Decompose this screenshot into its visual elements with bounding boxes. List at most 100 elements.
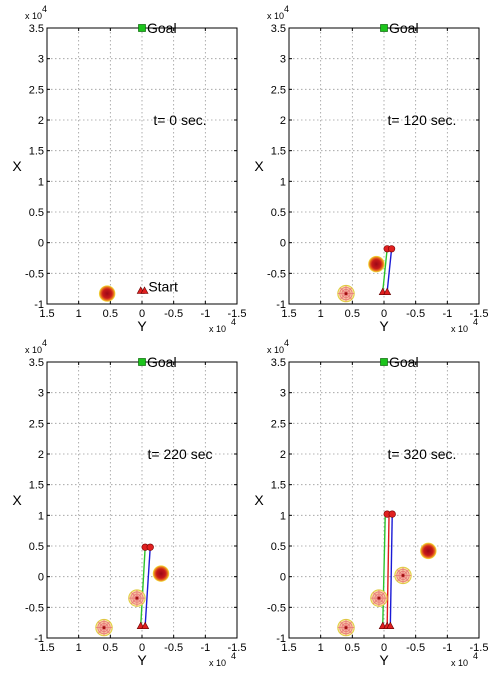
x-axis-label: Y (137, 652, 147, 668)
y-axis-label: X (254, 158, 264, 174)
y-tick-label: 1.5 (271, 480, 286, 492)
y-tick-label: 3.5 (271, 23, 286, 35)
x-tick-label: -0.5 (406, 308, 425, 320)
robot-path (386, 514, 390, 626)
robot-marker (388, 510, 396, 518)
robot-path (389, 514, 393, 626)
time-label: t= 320 sec. (388, 446, 457, 462)
sensor-center (401, 573, 405, 577)
robot-path (144, 547, 151, 626)
x-exponent: 4 (473, 317, 478, 327)
x-tick-label: 1.5 (281, 642, 296, 654)
y-tick-label: 0 (38, 238, 44, 250)
y-exponent: 4 (42, 338, 47, 348)
x-tick-label: -1 (200, 308, 210, 320)
x-tick-label: -0.5 (164, 642, 183, 654)
y-tick-label: 2.5 (271, 84, 286, 96)
start-marker (383, 287, 392, 296)
goal-label: Goal (147, 354, 177, 370)
y-tick-label: 2.5 (29, 84, 44, 96)
start-marker (141, 621, 150, 630)
sensed-obstacle (394, 566, 412, 585)
y-tick-label: 1.5 (29, 146, 44, 158)
x-tick-label: -1.5 (228, 308, 247, 320)
robot-path (386, 248, 393, 292)
x-tick-label: -1 (200, 642, 210, 654)
start-marker (140, 286, 149, 294)
sensed-obstacle (128, 589, 146, 607)
y-exponent: 4 (284, 338, 289, 348)
x-multiplier: x 10 (209, 658, 226, 668)
y-tick-label: 0.5 (271, 207, 286, 219)
goal-label: Goal (147, 20, 177, 36)
goal-marker (138, 24, 146, 32)
x-exponent: 4 (231, 317, 236, 327)
x-tick-label: 1.5 (39, 642, 54, 654)
y-tick-label: 2 (280, 115, 286, 127)
time-label: t= 120 sec. (388, 112, 457, 128)
start-label: Start (148, 279, 178, 295)
y-tick-label: -0.5 (25, 602, 44, 614)
y-tick-label: 2 (38, 449, 44, 461)
x-tick-label: -1.5 (470, 642, 489, 654)
goal-label: Goal (389, 354, 419, 370)
x-tick-label: 1.5 (39, 308, 54, 320)
y-multiplier: x 10 (267, 345, 284, 355)
obstacle (368, 255, 385, 273)
x-tick-label: 0.5 (103, 642, 118, 654)
x-tick-label: -1.5 (228, 642, 247, 654)
x-tick-label: 0.5 (103, 308, 118, 320)
goal-marker (138, 358, 146, 366)
robot-path (140, 547, 146, 626)
y-tick-label: 3 (280, 54, 286, 66)
y-tick-label: 0 (280, 572, 286, 584)
goal-label: Goal (389, 20, 419, 36)
y-tick-label: -1 (276, 299, 286, 311)
y-multiplier: x 10 (25, 345, 42, 355)
robot-marker (146, 543, 154, 551)
sensed-obstacle (370, 589, 388, 607)
chart-panel-1: 1.5 1 0.5 0 -0.5 -1 -1.5 -1 -0.5 0 0.5 1 1.5 2 2.5 3 3.5… (12, 4, 246, 334)
y-tick-label: -1 (34, 633, 44, 645)
x-axis-label: Y (137, 318, 147, 334)
y-multiplier: x 10 (267, 11, 284, 21)
y-tick-label: 3.5 (29, 23, 44, 35)
chart-panel-4: 1.5 1 0.5 0 -0.5 -1 -1.5 -1 -0.5 0 0.5 1 1.5 2 2.5 3 3.5… (254, 338, 488, 668)
y-axis-label: X (12, 158, 22, 174)
x-tick-label: 1 (318, 642, 324, 654)
x-tick-label: -1 (442, 308, 452, 320)
goal-marker (380, 358, 388, 366)
y-axis-label: X (12, 492, 22, 508)
y-tick-label: 0.5 (271, 541, 286, 553)
y-tick-label: -0.5 (25, 268, 44, 280)
x-tick-label: -0.5 (164, 308, 183, 320)
y-tick-label: 2 (38, 115, 44, 127)
y-tick-label: 1 (280, 176, 286, 188)
y-tick-label: 2.5 (271, 418, 286, 430)
y-tick-label: -0.5 (267, 602, 286, 614)
obstacle (420, 542, 437, 560)
time-label: t= 220 sec (148, 446, 213, 462)
x-multiplier: x 10 (451, 324, 468, 334)
y-tick-label: 3 (38, 388, 44, 400)
y-tick-label: 1 (280, 510, 286, 522)
y-exponent: 4 (284, 4, 289, 14)
x-exponent: 4 (231, 651, 236, 661)
y-tick-label: 0 (280, 238, 286, 250)
x-exponent: 4 (473, 651, 478, 661)
y-exponent: 4 (42, 4, 47, 14)
x-tick-label: 0 (381, 642, 387, 654)
x-tick-label: 0.5 (345, 308, 360, 320)
y-tick-label: -1 (34, 299, 44, 311)
robot-path (382, 514, 386, 626)
goal-marker (380, 24, 388, 32)
y-multiplier: x 10 (25, 11, 42, 21)
x-multiplier: x 10 (451, 658, 468, 668)
sensor-center (102, 626, 106, 630)
x-tick-label: -1 (442, 642, 452, 654)
chart-panel-2: 1.5 1 0.5 0 -0.5 -1 -1.5 -1 -0.5 0 0.5 1 1.5 2 2.5 3 3.5… (254, 4, 488, 334)
robot-path (382, 248, 388, 292)
y-tick-label: 0.5 (29, 541, 44, 553)
sensor-center (377, 596, 381, 600)
x-tick-label: 0 (381, 308, 387, 320)
